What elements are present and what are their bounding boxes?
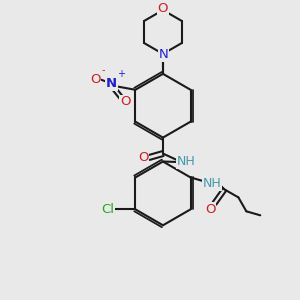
- Text: O: O: [90, 73, 101, 86]
- Text: -: -: [101, 65, 105, 75]
- Text: O: O: [205, 203, 216, 216]
- Text: O: O: [138, 151, 148, 164]
- Text: NH: NH: [176, 155, 195, 168]
- Text: O: O: [158, 2, 168, 15]
- Text: Cl: Cl: [101, 203, 114, 216]
- Text: +: +: [117, 69, 125, 79]
- Text: NH: NH: [203, 177, 222, 190]
- Text: O: O: [120, 95, 130, 108]
- Text: N: N: [159, 48, 169, 62]
- Text: N: N: [106, 77, 117, 90]
